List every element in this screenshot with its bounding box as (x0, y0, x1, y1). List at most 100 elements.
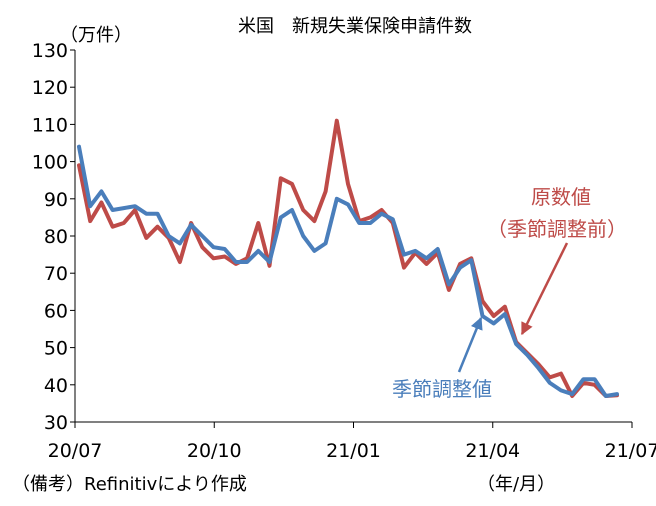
x-tick-label: 20/07 (48, 440, 103, 462)
data-point (593, 383, 597, 387)
x-tick-label: 21/01 (326, 440, 381, 462)
data-point (290, 208, 294, 212)
data-point (133, 204, 137, 208)
data-point (425, 262, 428, 266)
data-point (122, 206, 126, 210)
data-point (122, 221, 126, 225)
y-tick-label: 60 (44, 300, 68, 322)
y-tick-label: 130 (32, 40, 68, 62)
data-point (413, 249, 417, 253)
data-point (144, 212, 148, 216)
data-point (503, 312, 507, 316)
y-tick-label: 70 (44, 263, 68, 285)
annotations: 季節調整値 原数値 （季節調整前） (392, 185, 627, 401)
data-point (200, 245, 204, 249)
data-point (256, 221, 260, 225)
data-point (212, 245, 215, 249)
data-point (111, 208, 115, 212)
data-point (99, 201, 103, 204)
data-point (290, 182, 294, 186)
data-point (559, 372, 563, 376)
y-tick-label: 120 (32, 77, 68, 99)
data-point (234, 260, 238, 264)
data-point (604, 394, 608, 398)
data-point (111, 225, 115, 229)
data-point (481, 314, 484, 318)
data-point (144, 236, 148, 240)
data-point (436, 247, 440, 251)
series-label-raw-line1: 原数値 (531, 185, 591, 209)
data-point (458, 262, 462, 266)
y-tick-label: 90 (44, 189, 68, 211)
data-point (156, 225, 159, 229)
arrow-raw (520, 242, 569, 336)
data-point (458, 266, 462, 270)
data-point (346, 202, 350, 206)
data-point (537, 366, 540, 370)
data-point (268, 260, 271, 264)
data-point (615, 392, 619, 396)
data-point (301, 234, 305, 238)
y-tick-label: 40 (44, 375, 68, 397)
data-point (481, 299, 484, 303)
data-point (447, 288, 451, 292)
data-point (570, 392, 574, 396)
data-point (357, 221, 361, 225)
data-point (178, 260, 182, 264)
data-point (324, 189, 328, 193)
data-point (368, 221, 372, 225)
series-label-raw-line2: （季節調整前） (487, 217, 627, 241)
data-point (133, 208, 137, 212)
x-axis-unit-label: （年/月） (477, 474, 556, 495)
x-tick-label: 21/07 (605, 440, 656, 462)
data-point (156, 212, 159, 216)
data-point (492, 321, 496, 325)
data-point (335, 119, 339, 123)
data-point (256, 249, 260, 253)
data-point (469, 258, 473, 262)
data-point (402, 266, 406, 270)
data-point (335, 197, 339, 201)
data-point (245, 260, 249, 264)
x-tick-label: 21/04 (465, 440, 520, 462)
data-point (223, 247, 227, 251)
data-point (559, 388, 563, 392)
data-point (447, 282, 451, 286)
series-line-1 (77, 118, 619, 398)
data-point (380, 212, 384, 216)
y-tick-label: 80 (44, 226, 68, 248)
data-point (525, 353, 529, 357)
data-point (312, 219, 316, 223)
data-point (200, 234, 204, 238)
data-point (514, 342, 518, 346)
y-tick-label: 30 (44, 412, 68, 434)
data-point (268, 264, 271, 268)
data-point (88, 204, 92, 208)
series-layer (77, 118, 619, 398)
data-point (279, 176, 283, 180)
data-point (312, 249, 316, 253)
series-label-seasonally-adjusted: 季節調整値 (392, 377, 492, 401)
arrow-seasonally-adjusted (457, 316, 483, 373)
data-point (492, 314, 496, 318)
data-point (99, 189, 103, 193)
data-point (77, 145, 81, 149)
data-point (593, 377, 597, 381)
axes: 30 40 50 60 70 80 90 100 110 120 130 20/07 20/10 21/0… (32, 40, 656, 462)
data-point (391, 217, 395, 221)
data-point (402, 253, 406, 257)
data-point (503, 305, 507, 309)
source-note: （備考）Refinitivにより作成 (12, 474, 247, 495)
data-point (581, 377, 585, 381)
data-point (548, 375, 552, 379)
data-point (548, 381, 552, 385)
chart-title: 米国 新規失業保険申請件数 (238, 16, 472, 37)
data-point (88, 219, 92, 223)
data-point (178, 241, 182, 245)
data-point (77, 163, 81, 167)
data-point (368, 215, 372, 219)
data-point (223, 255, 227, 258)
data-point (324, 241, 328, 245)
y-axis-unit-label: （万件） (60, 25, 132, 46)
